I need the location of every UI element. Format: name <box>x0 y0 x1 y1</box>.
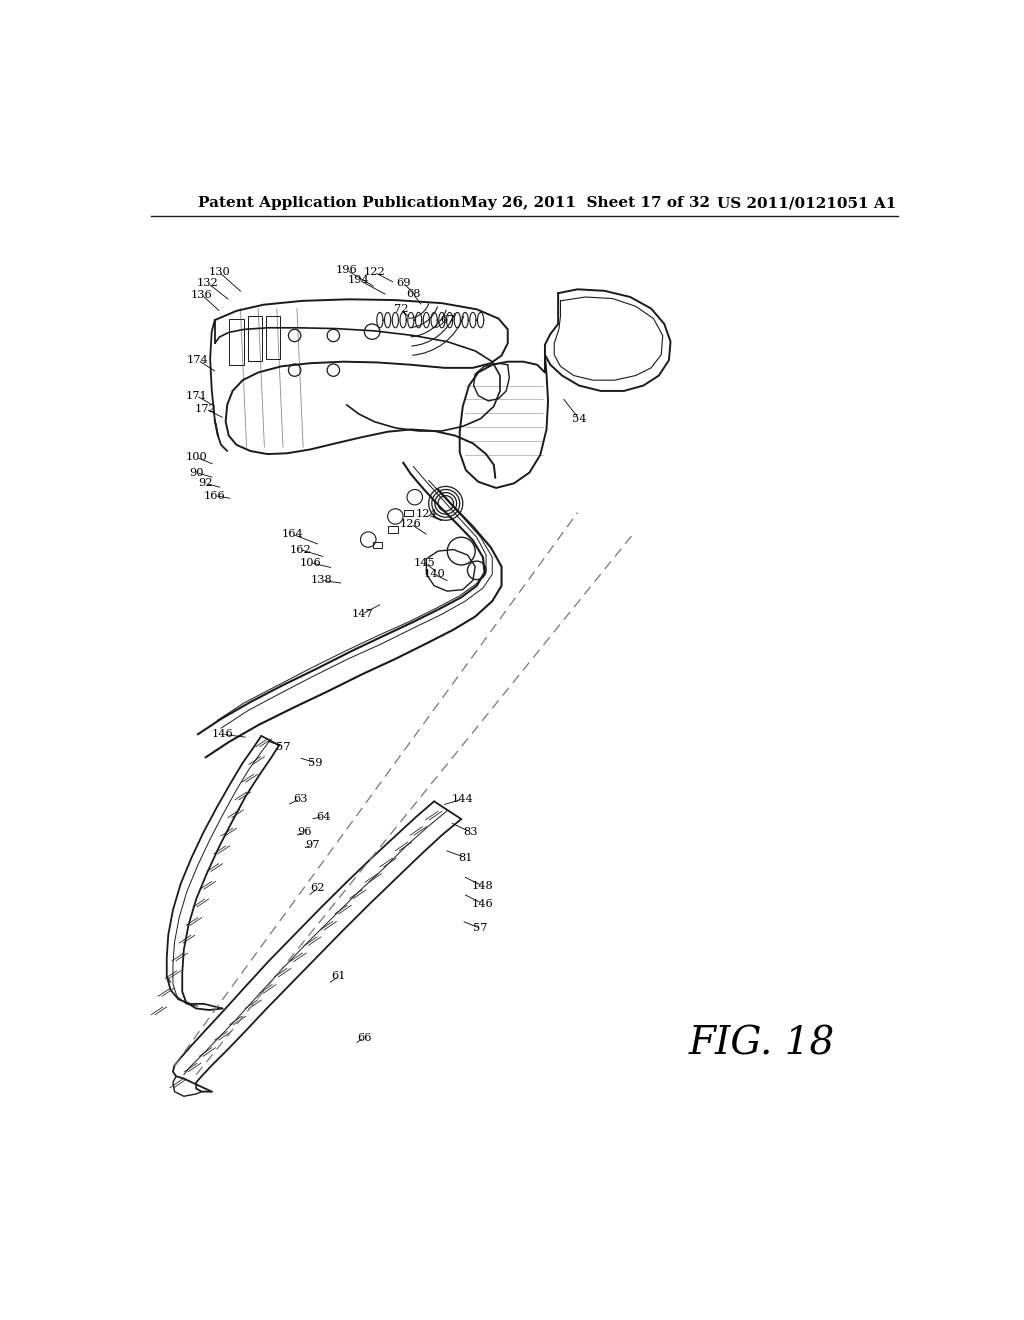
Text: 166: 166 <box>204 491 225 500</box>
Text: 69: 69 <box>396 279 411 288</box>
Text: 136: 136 <box>190 289 213 300</box>
Text: 57: 57 <box>473 924 487 933</box>
Text: 147: 147 <box>351 610 373 619</box>
Text: 124: 124 <box>416 510 437 519</box>
Text: 100: 100 <box>185 453 207 462</box>
Text: 138: 138 <box>311 576 333 585</box>
Text: 92: 92 <box>199 478 213 488</box>
Text: 72: 72 <box>393 305 408 314</box>
Text: 130: 130 <box>209 268 230 277</box>
Bar <box>388 527 397 532</box>
Text: 81: 81 <box>458 853 472 862</box>
Text: 196: 196 <box>336 265 357 275</box>
Text: 64: 64 <box>316 812 331 822</box>
Text: 194: 194 <box>348 275 370 285</box>
Text: 96: 96 <box>297 828 312 837</box>
Bar <box>373 543 382 548</box>
Text: 97: 97 <box>305 841 319 850</box>
Bar <box>266 317 280 359</box>
Text: Patent Application Publication: Patent Application Publication <box>198 197 460 210</box>
Text: 66: 66 <box>357 1032 372 1043</box>
Text: 148: 148 <box>472 880 494 891</box>
Bar <box>403 510 414 516</box>
Text: May 26, 2011  Sheet 17 of 32: May 26, 2011 Sheet 17 of 32 <box>461 197 711 210</box>
Text: FIG. 18: FIG. 18 <box>689 1026 836 1063</box>
Text: 67: 67 <box>440 315 455 325</box>
Text: 145: 145 <box>413 557 435 568</box>
Text: 62: 62 <box>310 883 326 894</box>
Bar <box>248 317 262 360</box>
Text: 90: 90 <box>189 467 204 478</box>
Text: 132: 132 <box>197 279 219 288</box>
Text: 171: 171 <box>185 391 207 400</box>
Text: 68: 68 <box>406 289 421 298</box>
Text: 59: 59 <box>308 758 323 768</box>
Text: US 2011/0121051 A1: US 2011/0121051 A1 <box>717 197 896 210</box>
Text: 146: 146 <box>472 899 494 908</box>
Text: 54: 54 <box>571 413 587 424</box>
Text: 126: 126 <box>400 519 422 529</box>
Text: 164: 164 <box>282 529 303 539</box>
Text: 61: 61 <box>332 972 346 981</box>
Bar <box>228 318 245 364</box>
Text: 144: 144 <box>452 795 474 804</box>
Text: 83: 83 <box>463 828 478 837</box>
Text: 162: 162 <box>289 545 311 554</box>
Text: 57: 57 <box>275 742 290 751</box>
Text: 63: 63 <box>293 795 307 804</box>
Text: 172: 172 <box>195 404 216 413</box>
Text: 106: 106 <box>299 557 321 568</box>
Text: 140: 140 <box>423 569 445 579</box>
Text: 174: 174 <box>186 355 209 366</box>
Text: 122: 122 <box>364 268 385 277</box>
Text: 146: 146 <box>212 730 233 739</box>
